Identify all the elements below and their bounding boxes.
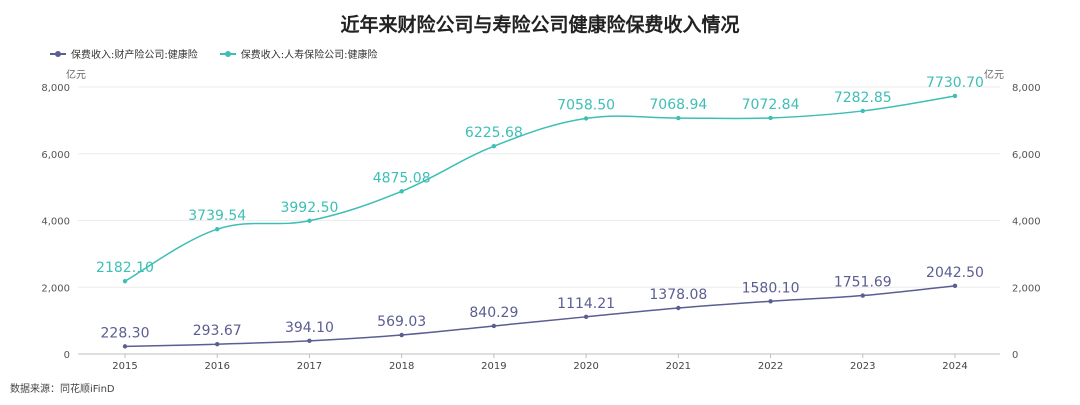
legend-swatch-icon xyxy=(50,50,66,57)
data-label: 2042.50 xyxy=(926,265,984,281)
data-label: 7282.85 xyxy=(834,90,892,106)
data-point[interactable] xyxy=(768,299,773,304)
series-1: 228.30 293.67 394.10 569.03 840.29 1114.21 137… xyxy=(101,265,984,349)
y-tick-label-left: 4,000 xyxy=(41,217,70,228)
data-label: 3739.54 xyxy=(188,208,246,224)
legend-swatch-icon xyxy=(219,50,236,57)
data-point[interactable] xyxy=(676,115,681,121)
x-tick-label: 2020 xyxy=(573,361,598,372)
data-label: 1580.10 xyxy=(742,280,800,296)
legend-item-life-insurers[interactable]: 保费收入:人寿保险公司:健康险 xyxy=(219,46,378,61)
data-point[interactable] xyxy=(952,283,958,289)
x-tick-label: 2016 xyxy=(204,361,229,372)
right-axis-ticks: 0 2,000 4,000 6,000 8,000 xyxy=(1012,83,1041,361)
data-label: 6225.68 xyxy=(465,125,523,141)
y-tick-label-right: 0 xyxy=(1012,350,1018,361)
left-axis-unit: 亿元 xyxy=(66,70,86,81)
grid-lines xyxy=(78,86,1000,288)
x-tick-label: 2018 xyxy=(389,361,414,372)
data-label: 293.67 xyxy=(193,323,242,339)
right-axis-unit: 亿元 xyxy=(984,70,1004,81)
data-label: 1114.21 xyxy=(557,296,615,312)
series-2: 2182.10 3739.54 3992.50 4875.08 6225.68 7058.… xyxy=(96,75,984,284)
series-layer: 228.30 293.67 394.10 569.03 840.29 1114.21 137… xyxy=(96,75,984,349)
data-point[interactable] xyxy=(215,341,220,347)
x-tick-label: 2019 xyxy=(481,361,506,372)
series-line xyxy=(124,95,956,282)
data-point[interactable] xyxy=(676,305,681,311)
data-point[interactable] xyxy=(491,323,497,329)
data-point[interactable] xyxy=(122,344,128,349)
y-tick-label-right: 8,000 xyxy=(1012,83,1041,94)
data-label: 7730.70 xyxy=(926,75,984,91)
data-point[interactable] xyxy=(860,108,865,114)
x-tick-label: 2022 xyxy=(758,361,783,372)
data-point[interactable] xyxy=(399,189,404,194)
data-label: 228.30 xyxy=(101,325,150,341)
x-tick-label: 2017 xyxy=(297,361,322,372)
data-point[interactable] xyxy=(307,218,312,223)
y-tick-label-right: 2,000 xyxy=(1012,283,1041,294)
data-point[interactable] xyxy=(307,338,312,344)
y-tick-label-left: 2,000 xyxy=(41,283,70,294)
data-label: 7058.50 xyxy=(557,97,615,113)
y-tick-label-left: 0 xyxy=(64,350,70,361)
legend-label: 保费收入:财产险公司:健康险 xyxy=(71,50,198,61)
y-tick-label-left: 6,000 xyxy=(41,150,70,161)
data-point[interactable] xyxy=(860,293,865,298)
data-label: 2182.10 xyxy=(96,260,154,276)
data-point[interactable] xyxy=(768,115,773,121)
x-tick-label: 2021 xyxy=(666,361,691,372)
series-line xyxy=(124,285,956,348)
y-tick-label-right: 4,000 xyxy=(1012,217,1041,228)
x-tick-label: 2023 xyxy=(850,361,875,372)
x-axis: 2015 2016 2017 2018 2019 2020 2021 2022 2023 2024 xyxy=(78,353,1000,372)
y-tick-label-left: 8,000 xyxy=(41,83,70,94)
data-label: 7072.84 xyxy=(742,97,800,113)
data-label: 569.03 xyxy=(377,314,426,330)
data-label: 1751.69 xyxy=(834,275,892,291)
data-point[interactable] xyxy=(122,278,128,284)
data-label: 1378.08 xyxy=(649,287,707,303)
data-label: 3992.50 xyxy=(280,200,338,216)
data-point[interactable] xyxy=(215,226,220,232)
data-label: 394.10 xyxy=(285,320,334,336)
data-label: 4875.08 xyxy=(373,170,431,186)
data-point[interactable] xyxy=(583,116,589,121)
data-label: 840.29 xyxy=(469,305,518,321)
data-point[interactable] xyxy=(399,332,404,338)
y-tick-label-right: 6,000 xyxy=(1012,150,1041,161)
left-axis-ticks: 0 2,000 4,000 6,000 8,000 xyxy=(41,83,70,361)
legend-item-property-insurers[interactable]: 保费收入:财产险公司:健康险 xyxy=(50,46,198,61)
legend: 保费收入:财产险公司:健康险 保费收入:人寿保险公司:健康险 xyxy=(50,46,378,61)
data-label: 7068.94 xyxy=(649,97,707,113)
data-point[interactable] xyxy=(952,93,958,99)
x-tick-label: 2024 xyxy=(942,361,967,372)
data-point[interactable] xyxy=(491,144,497,149)
data-source: 数据来源：同花顺iFinD xyxy=(10,384,115,395)
x-tick-label: 2015 xyxy=(112,361,137,372)
chart-title: 近年来财险公司与寿险公司健康险保费收入情况 xyxy=(340,14,740,36)
legend-label: 保费收入:人寿保险公司:健康险 xyxy=(240,50,378,61)
data-point[interactable] xyxy=(583,314,589,320)
